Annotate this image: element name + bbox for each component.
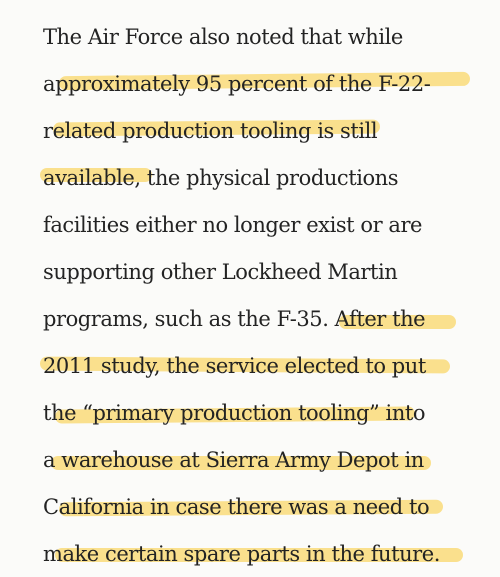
text-line: California in case there was a need to bbox=[43, 492, 430, 522]
text-line: programs, such as the F-35. After the bbox=[43, 304, 426, 334]
text-line: related production tooling is still bbox=[43, 116, 378, 146]
text-line-content: a warehouse at Sierra Army Depot in bbox=[43, 448, 424, 472]
text-line: a warehouse at Sierra Army Depot in bbox=[43, 445, 424, 475]
article-text: The Air Force also noted that while appr… bbox=[39, 0, 483, 577]
text-line-content: facilities either no longer exist or are bbox=[43, 213, 423, 237]
highlight-stroke bbox=[55, 548, 463, 562]
text-line: supporting other Lockheed Martin bbox=[43, 257, 398, 287]
text-line: approximately 95 percent of the F-22- bbox=[43, 69, 431, 99]
text-line: The Air Force also noted that while bbox=[43, 22, 403, 52]
text-line: available, the physical productions bbox=[43, 163, 399, 193]
text-line: make certain spare parts in the future. bbox=[43, 539, 440, 569]
text-line-content: available, the physical productions bbox=[43, 166, 399, 190]
text-line-content: approximately 95 percent of the F-22- bbox=[43, 72, 431, 96]
text-line: 2011 study, the service elected to put bbox=[43, 351, 426, 381]
highlight-stroke bbox=[51, 456, 431, 470]
text-line-content: 2011 study, the service elected to put bbox=[43, 354, 426, 378]
text-line-content: make certain spare parts in the future. bbox=[43, 542, 440, 566]
text-line-content: programs, such as the F-35. After the bbox=[43, 307, 426, 331]
highlight-stroke bbox=[40, 168, 152, 182]
text-line-content: The Air Force also noted that while bbox=[43, 25, 403, 49]
text-line-content: supporting other Lockheed Martin bbox=[43, 260, 398, 284]
text-line: facilities either no longer exist or are bbox=[43, 210, 422, 240]
text-line-content: related production tooling is still bbox=[43, 119, 378, 143]
text-line-content: California in case there was a need to bbox=[43, 495, 430, 519]
highlight-stroke bbox=[339, 315, 456, 329]
text-line: the “primary production tooling” into bbox=[43, 398, 426, 428]
text-line-content: the “primary production tooling” into bbox=[43, 401, 426, 425]
